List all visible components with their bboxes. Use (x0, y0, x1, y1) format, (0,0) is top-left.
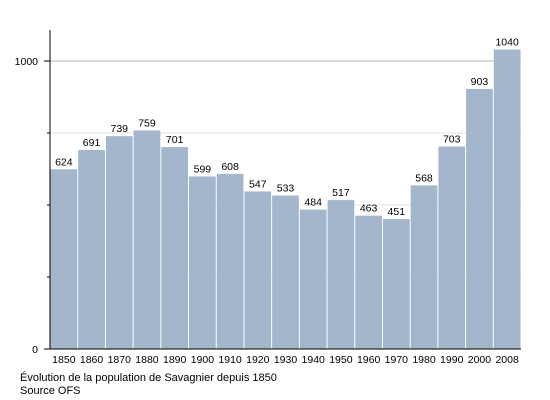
bar-value-label: 703 (443, 134, 461, 146)
x-tick-label: 1950 (329, 354, 353, 366)
bar-value-label: 451 (388, 206, 406, 218)
bar-value-label: 463 (360, 203, 378, 215)
bar-value-label: 1040 (495, 36, 519, 48)
x-tick-labels-group: 1850 1860 1870 1880 1890 1900 1910 1920 1930 1940… (52, 354, 519, 366)
bar (78, 149, 105, 349)
bar-value-label: 903 (471, 76, 489, 88)
x-tick-label: 1850 (52, 354, 76, 366)
bar-value-label: 484 (304, 197, 322, 209)
bar (133, 130, 161, 349)
bar (272, 195, 299, 349)
bar (161, 147, 189, 349)
axes-group (49, 30, 521, 350)
bar (410, 185, 438, 349)
bars-group (50, 49, 521, 349)
x-tick-label: 1980 (412, 354, 436, 366)
bar (438, 146, 466, 349)
bar-value-label: 547 (249, 178, 267, 190)
x-tick-label: 1860 (80, 354, 104, 366)
x-tick-label: 1930 (274, 354, 298, 366)
chart-source: Source OFS (20, 385, 81, 397)
bar (299, 209, 327, 349)
x-tick-label: 1870 (108, 354, 132, 366)
bar-value-label: 691 (83, 137, 101, 149)
y-tick-label: 0 (32, 344, 38, 356)
bar (327, 200, 355, 349)
bar (466, 88, 493, 349)
x-tick-label: 1970 (385, 354, 409, 366)
y-tick-label: 1000 (15, 56, 39, 68)
x-tick-label: 1960 (357, 354, 381, 366)
bar-value-label: 739 (110, 123, 128, 135)
y-tick-labels-group: 0 1000 (15, 56, 50, 356)
x-tick-label: 1920 (246, 354, 270, 366)
x-tick-label: 1900 (191, 354, 215, 366)
x-tick-label: 1880 (135, 354, 159, 366)
bar-value-label: 701 (166, 134, 184, 146)
bar-value-label: 568 (415, 172, 433, 184)
bar (216, 173, 244, 349)
bar-value-label: 517 (332, 187, 350, 199)
bar-value-label: 759 (138, 117, 156, 129)
bar-value-label: 624 (55, 156, 73, 168)
population-bar-chart: 624 691 739 759 701 599 608 547 533 484 517 463 451 5… (15, 30, 521, 366)
chart-caption: Évolution de la population de Savagnier … (20, 372, 277, 384)
value-labels-group: 624 691 739 759 701 599 608 547 533 484 517 463 451 5… (55, 36, 519, 218)
bar (244, 191, 272, 349)
bar-value-label: 608 (221, 161, 239, 173)
x-tick-label: 2000 (468, 354, 492, 366)
bar (105, 136, 133, 349)
x-tick-label: 2008 (495, 354, 519, 366)
bar (189, 176, 216, 349)
x-tick-label: 1910 (218, 354, 242, 366)
x-tick-label: 1990 (440, 354, 464, 366)
bar-value-label: 533 (277, 182, 295, 194)
x-tick-label: 1940 (302, 354, 326, 366)
bar-value-label: 599 (194, 163, 212, 175)
bar (382, 219, 410, 349)
x-tick-label: 1890 (163, 354, 187, 366)
bar (50, 169, 78, 349)
bar (493, 49, 521, 349)
bar (355, 215, 382, 349)
